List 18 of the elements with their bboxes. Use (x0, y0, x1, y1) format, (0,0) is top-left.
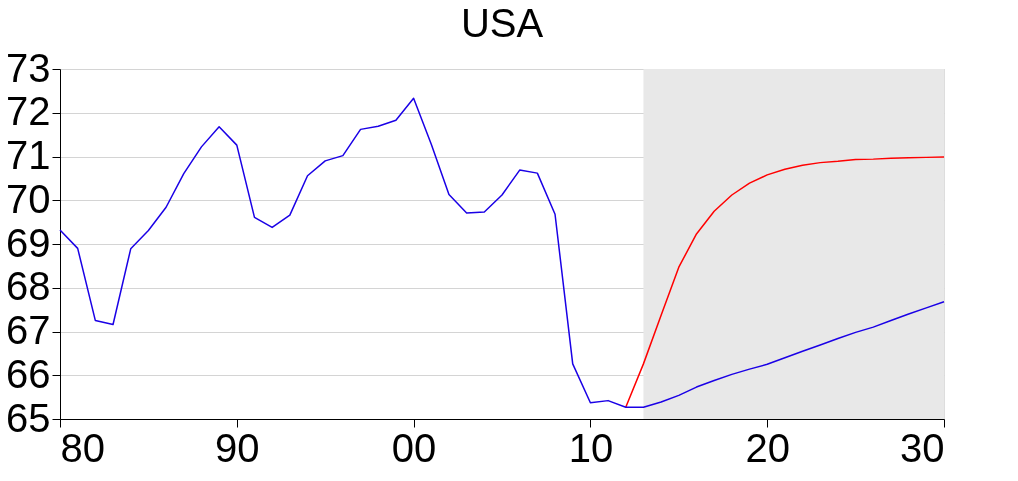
y-tick-label: 65 (6, 395, 51, 440)
x-tick-label: 90 (215, 425, 260, 470)
x-tick-label: 80 (60, 425, 105, 470)
x-tick-label: 00 (391, 425, 437, 470)
y-tick-label: 67 (6, 308, 51, 352)
x-tick-label: 10 (568, 425, 614, 470)
chart-title: USA (460, 1, 544, 45)
line-series (625, 156, 945, 408)
y-tick-label: 73 (6, 45, 51, 90)
y-tick-label: 72 (6, 89, 51, 134)
y-tick-label: 66 (6, 351, 51, 396)
line-series (59, 97, 945, 408)
y-tick-label: 71 (6, 133, 51, 177)
x-tick-label: 20 (745, 425, 790, 470)
x-tick-label: 30 (900, 425, 945, 470)
y-tick-label: 70 (6, 176, 51, 221)
y-tick-label: 68 (6, 264, 51, 309)
y-tick-label: 69 (6, 220, 51, 265)
